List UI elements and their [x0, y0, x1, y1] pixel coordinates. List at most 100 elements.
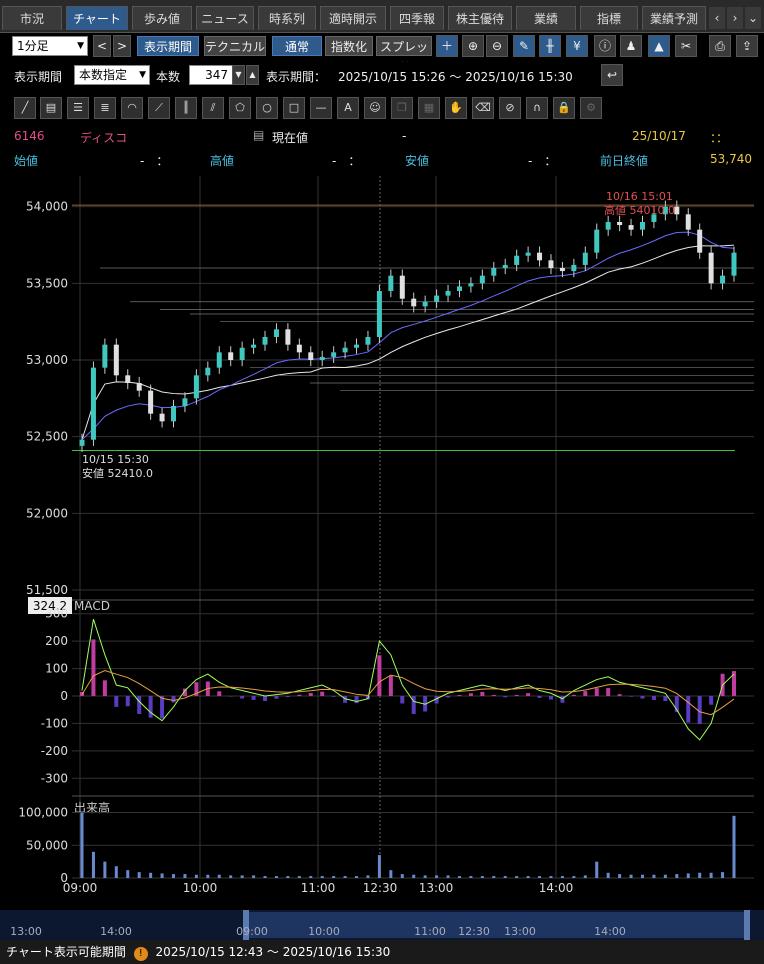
fib-tool-icon[interactable]: ⫽ [202, 97, 224, 119]
erase-all-tool-icon[interactable]: ⊘ [499, 97, 521, 119]
document-icon[interactable]: ▤ [253, 128, 265, 142]
candle-body [228, 352, 234, 360]
volume-bar [286, 876, 290, 878]
yen-icon[interactable]: ¥ [566, 35, 588, 57]
text-tool-icon[interactable]: A [337, 97, 359, 119]
candle-body [262, 337, 268, 345]
ruler-tool-icon[interactable]: ▤ [40, 97, 62, 119]
range-value: 2025/10/15 15:26 〜 2025/10/16 15:30 [338, 70, 573, 84]
macd-histogram-bar [434, 696, 439, 704]
technical-button[interactable]: テクニカル [204, 36, 266, 56]
chart-canvas[interactable]: 54,000 53,500 53,000 52,500 52,000 51,500 09:0… [0, 170, 764, 940]
candle-body [720, 275, 726, 284]
pentagon-tool-icon[interactable]: ⬠ [229, 97, 251, 119]
tab-8[interactable]: 業績 [516, 6, 576, 30]
macd-histogram-bar [732, 671, 736, 696]
macd-histogram-bar [674, 696, 679, 713]
tab-1[interactable]: チャート [66, 6, 128, 30]
chevron-down-icon: ▼ [77, 41, 84, 51]
volume-bar [194, 874, 198, 878]
display-period-button[interactable]: 表示期間 [137, 36, 199, 56]
info-icon[interactable]: ⓘ [594, 35, 616, 57]
circle-tool-icon[interactable]: ○ [256, 97, 278, 119]
spread-button[interactable]: スプレッド [376, 36, 432, 74]
count-input[interactable]: 347 [189, 65, 233, 85]
tab-7[interactable]: 株主優待 [448, 6, 512, 30]
tab-scroll-right-icon[interactable]: › [727, 7, 743, 29]
volume-bar [721, 872, 725, 878]
macd-histogram-bar [526, 693, 531, 696]
rect-tool-icon[interactable]: □ [283, 97, 305, 119]
price-tick-label: 53,000 [26, 353, 68, 367]
hline-tool-icon[interactable]: — [310, 97, 332, 119]
open-value: - ： [140, 154, 169, 168]
tab-2[interactable]: 歩み値 [132, 6, 192, 30]
volume-bar [663, 874, 667, 878]
prev-button[interactable]: < [93, 35, 111, 57]
macd-histogram-bar [583, 691, 588, 696]
candle-body [731, 252, 737, 276]
magnet-tool-icon[interactable]: ∩ [526, 97, 548, 119]
tab-6[interactable]: 四季報 [390, 6, 444, 30]
macd-histogram-bar [171, 696, 176, 703]
candle-body [365, 337, 371, 345]
pen-icon[interactable]: ✎ [513, 35, 535, 57]
tab-scroll-left-icon[interactable]: ‹ [709, 7, 725, 29]
period-mode-select[interactable]: 本数指定 ▼ [74, 65, 150, 85]
candle-body [708, 252, 714, 284]
candle-body [159, 413, 165, 422]
zoom-in-icon[interactable]: ⊕ [462, 35, 484, 57]
next-button[interactable]: > [113, 35, 131, 57]
candle-body [308, 352, 314, 360]
arc-tool-icon[interactable]: ◠ [121, 97, 143, 119]
tab-10[interactable]: 業績予測 [642, 6, 706, 30]
zoom-out-icon[interactable]: ⊖ [486, 35, 508, 57]
macd-histogram-bar [91, 639, 96, 696]
macd-histogram-bar [217, 691, 222, 696]
tab-3[interactable]: ニュース [196, 6, 254, 30]
tab-9[interactable]: 指標 [580, 6, 638, 30]
icon-tool-icon[interactable]: ☺ [364, 97, 386, 119]
count-up-icon[interactable]: ▲ [246, 65, 259, 85]
candle-icon[interactable]: ╫ [539, 35, 561, 57]
eraser-tool-icon[interactable]: ⌫ [472, 97, 494, 119]
tab-0[interactable]: 市況 [2, 6, 62, 30]
ma-mid-line [81, 231, 735, 441]
candle-body [674, 206, 680, 215]
normal-button[interactable]: 通常 [272, 36, 322, 56]
candle-body [399, 275, 405, 299]
reset-icon[interactable]: ↩ [601, 64, 623, 86]
line-tool-icon[interactable]: ╱ [14, 97, 36, 119]
area-chart-icon[interactable]: ▲ [648, 35, 670, 57]
macd-histogram-bar [263, 696, 268, 702]
candle-body [102, 344, 108, 368]
channel-tool-icon[interactable]: ≣ [94, 97, 116, 119]
tab-4[interactable]: 時系列 [258, 6, 316, 30]
lock-tool-icon[interactable]: 🔒 [553, 97, 575, 119]
macd-histogram-bar [491, 694, 496, 696]
tab-bar: 市況 チャート 歩み値 ニュース 時系列 適時開示 四季報 株主優待 業績 指標 業績予測 ‹ › ⌄ [0, 0, 764, 33]
volume-label: 出来高 [74, 800, 110, 815]
hlines-tool-icon[interactable]: ☰ [67, 97, 89, 119]
prev-close-value: 53,740 [710, 152, 752, 166]
settings-tool-icon: ⚙ [580, 97, 602, 119]
volume-bar [91, 851, 95, 878]
fan-tool-icon[interactable]: ⟋ [148, 97, 170, 119]
volume-bar [103, 861, 107, 878]
volume-bar [698, 872, 702, 878]
index-button[interactable]: 指数化 [325, 36, 373, 56]
tab-5[interactable]: 適時開示 [320, 6, 386, 30]
count-down-icon[interactable]: ▼ [232, 65, 245, 85]
volume-bar [332, 876, 336, 878]
export-icon[interactable]: ⇪ [736, 35, 758, 57]
vlines-tool-icon[interactable]: ║ [175, 97, 197, 119]
candle-body [411, 298, 417, 307]
volume-bar [492, 876, 496, 878]
low-value: - ： [528, 154, 557, 168]
interval-select[interactable]: 1分足 ▼ [12, 36, 88, 56]
add-icon[interactable]: ＋ [436, 35, 458, 57]
print-icon[interactable]: ⎙ [709, 35, 731, 57]
tab-menu-icon[interactable]: ⌄ [745, 7, 761, 29]
wrench-icon[interactable]: ✂ [675, 35, 697, 57]
my-settings-icon[interactable]: ♟ [620, 35, 642, 57]
